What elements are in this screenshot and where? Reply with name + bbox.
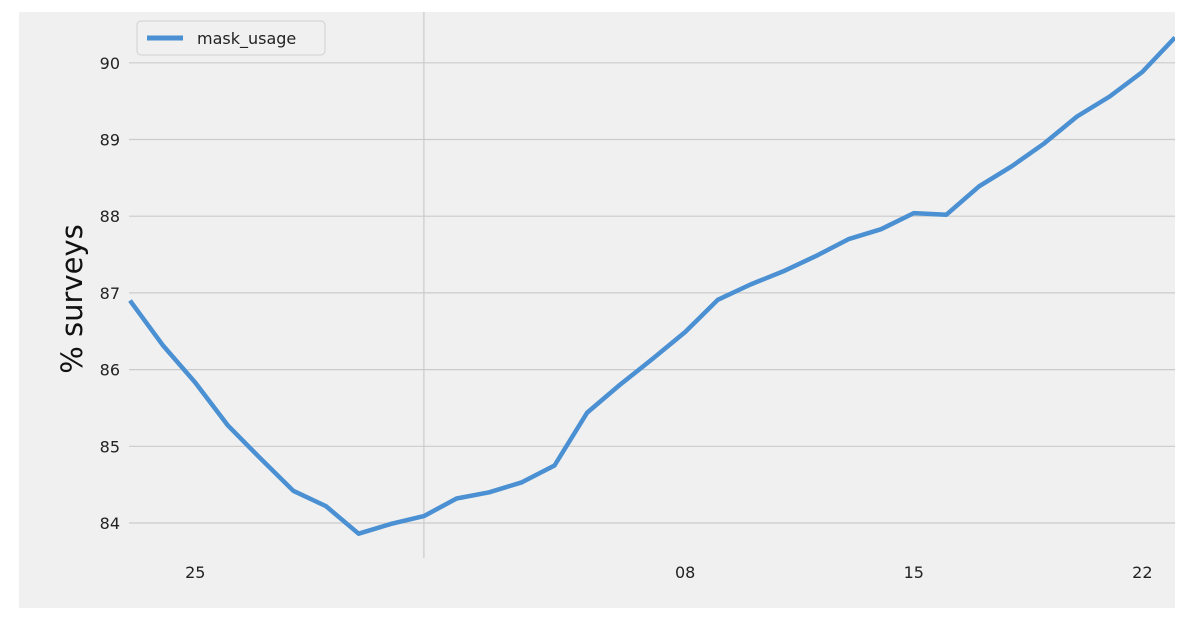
grid-lines xyxy=(129,12,1175,558)
y-tick-label: 89 xyxy=(100,131,120,150)
x-tick-label: 08 xyxy=(675,563,695,582)
line-chart: 84 85 86 87 88 89 90 25 08 15 22 % surveys mask_u… xyxy=(55,12,1175,582)
legend: mask_usage xyxy=(136,20,326,56)
y-tick-label: 87 xyxy=(100,284,120,303)
x-tick-label: 15 xyxy=(904,563,924,582)
y-axis-ticks: 84 85 86 87 88 89 90 xyxy=(100,54,120,533)
y-axis-label: % surveys xyxy=(55,224,89,373)
legend-label-mask-usage: mask_usage xyxy=(197,29,296,49)
x-tick-label: 22 xyxy=(1132,563,1152,582)
series-layer xyxy=(128,35,1175,536)
y-tick-label: 90 xyxy=(100,54,120,73)
y-tick-label: 84 xyxy=(100,514,120,533)
chart-figure: 84 85 86 87 88 89 90 25 08 15 22 % surveys mask_u… xyxy=(19,12,1175,608)
y-tick-label: 85 xyxy=(100,437,120,456)
x-axis-ticks: 25 08 15 22 xyxy=(185,563,1152,582)
legend-box xyxy=(136,20,326,56)
x-tick-label: 25 xyxy=(185,563,205,582)
series-line-mask-usage xyxy=(128,35,1175,536)
y-tick-label: 86 xyxy=(100,361,120,380)
y-tick-label: 88 xyxy=(100,207,120,226)
